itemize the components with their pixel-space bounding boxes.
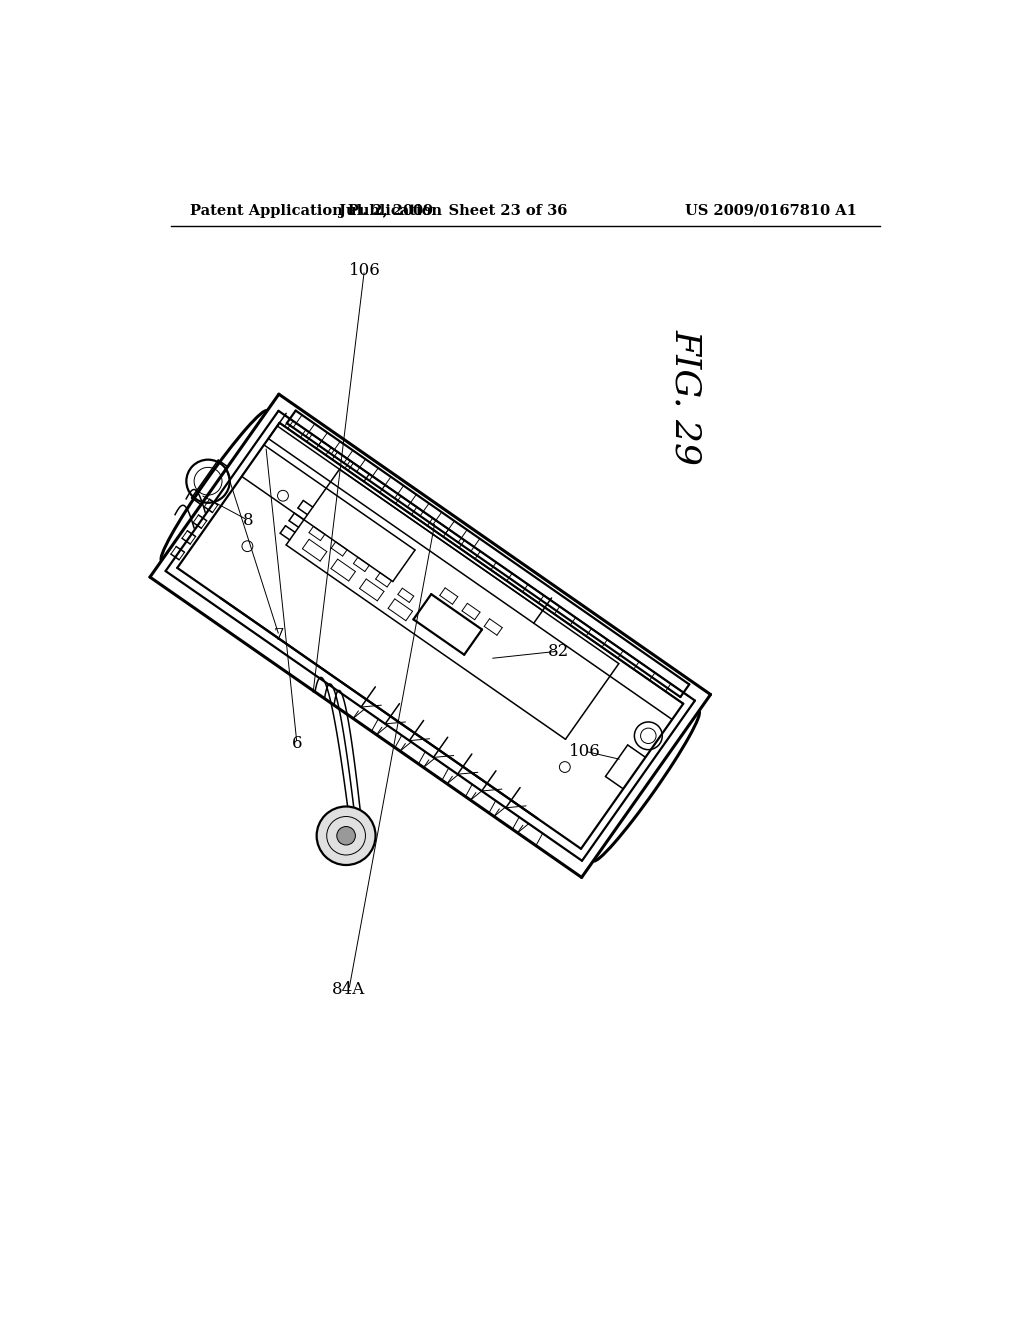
Text: Jul. 2, 2009   Sheet 23 of 36: Jul. 2, 2009 Sheet 23 of 36 xyxy=(339,203,567,218)
Text: 6: 6 xyxy=(292,735,302,752)
Text: US 2009/0167810 A1: US 2009/0167810 A1 xyxy=(685,203,856,218)
Text: 84A: 84A xyxy=(332,982,366,998)
Circle shape xyxy=(316,807,376,865)
Text: FIG. 29: FIG. 29 xyxy=(669,329,703,465)
Text: 8: 8 xyxy=(243,512,253,529)
Text: 106: 106 xyxy=(348,261,380,279)
Text: Patent Application Publication: Patent Application Publication xyxy=(190,203,442,218)
Text: 106: 106 xyxy=(569,743,601,760)
Text: 7: 7 xyxy=(273,627,285,644)
Text: 82: 82 xyxy=(548,643,568,660)
Circle shape xyxy=(337,826,355,845)
